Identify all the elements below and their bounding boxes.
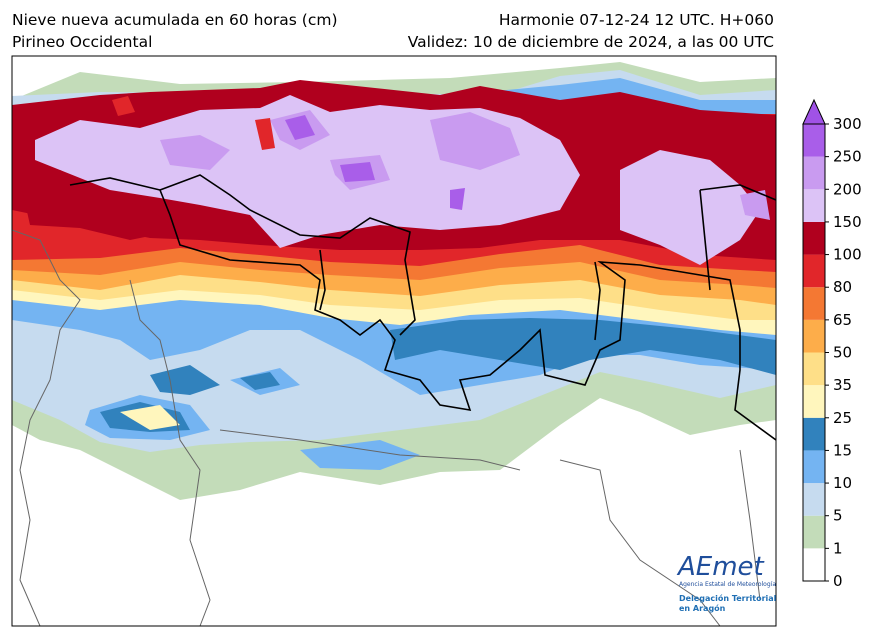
colorbar-segment bbox=[803, 483, 825, 516]
logo-line2: en Aragón bbox=[679, 603, 726, 613]
snow-map bbox=[12, 56, 776, 626]
logo: AEmet Agencia Estatal de Meteorología De… bbox=[676, 552, 777, 613]
colorbar-label: 25 bbox=[833, 409, 852, 427]
colorbar-segment bbox=[803, 254, 825, 288]
colorbar-segment bbox=[803, 156, 825, 190]
colorbar-segment bbox=[803, 548, 825, 581]
borders bbox=[69, 174, 776, 441]
colorbar-segment bbox=[803, 385, 825, 418]
colorbar-label: 80 bbox=[833, 278, 852, 296]
logo-name: AEmet bbox=[676, 552, 765, 582]
logo-agency: Agencia Estatal de Meteorología bbox=[679, 581, 776, 588]
colorbar-label: 100 bbox=[833, 246, 862, 264]
colorbar-segment bbox=[803, 124, 825, 157]
subtitle-right: Validez: 10 de diciembre de 2024, a las … bbox=[408, 33, 774, 51]
colorbar-segment bbox=[803, 515, 825, 549]
colorbar-label: 10 bbox=[833, 474, 852, 492]
colorbar-segment bbox=[803, 287, 825, 320]
colorbar-label: 50 bbox=[833, 344, 852, 362]
regional-borders bbox=[12, 229, 761, 626]
colorbar-segment bbox=[803, 417, 825, 451]
colorbar-label: 35 bbox=[833, 376, 852, 394]
colorbar-label: 300 bbox=[833, 115, 862, 133]
colorbar-label: 150 bbox=[833, 213, 862, 231]
colorbar-segment bbox=[803, 352, 825, 386]
colorbar-segment bbox=[803, 450, 825, 484]
colorbar-label: 65 bbox=[833, 311, 852, 329]
colorbar-segment bbox=[803, 221, 825, 255]
colorbar-extend bbox=[802, 98, 826, 125]
colorbar-label: 200 bbox=[833, 180, 862, 198]
colorbar-label: 5 bbox=[833, 507, 843, 525]
colorbar-label: 1 bbox=[833, 539, 843, 557]
colorbar-label: 250 bbox=[833, 148, 862, 166]
logo-line1: Delegación Territorial bbox=[679, 593, 777, 603]
colorbar-label: 15 bbox=[833, 441, 852, 459]
title-right: Harmonie 07-12-24 12 UTC. H+060 bbox=[499, 11, 774, 29]
subtitle-left: Pirineo Occidental bbox=[12, 33, 152, 51]
map-frame bbox=[11, 55, 777, 627]
title-left: Nieve nueva acumulada en 60 horas (cm) bbox=[12, 11, 338, 29]
colorbar-segment bbox=[803, 319, 825, 353]
colorbar-segment bbox=[803, 189, 825, 222]
colorbar-label: 0 bbox=[833, 572, 843, 590]
